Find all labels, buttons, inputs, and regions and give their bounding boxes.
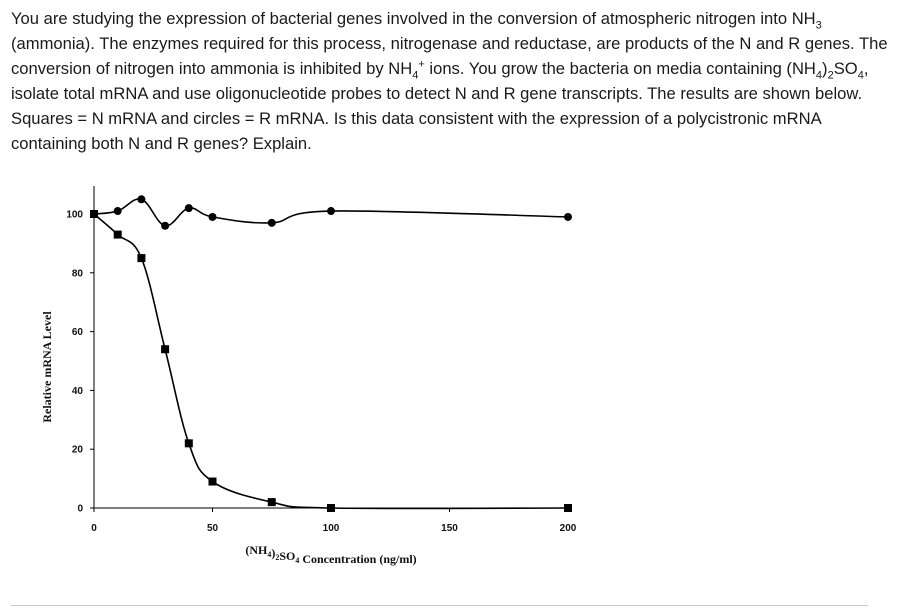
x-axis-label: (NH4)2SO4 Concentration (ng/ml) [245, 543, 416, 566]
n-mrna-square-point [208, 477, 217, 486]
n-mrna-square-point [137, 254, 146, 263]
chart-series [90, 195, 572, 512]
question-seg2: (ammonia). The enzymes required for this… [11, 34, 888, 78]
subscript-2: 2 [827, 69, 834, 82]
x-axis-label-subscript: 4 [295, 556, 299, 565]
x-tick-label: 0 [91, 523, 97, 534]
x-tick-label: 50 [207, 523, 219, 534]
x-axis-label-part: Concentration (ng/ml) [299, 552, 416, 566]
x-tick-label: 200 [560, 523, 577, 534]
r-mrna-circle-point [267, 218, 276, 227]
chart-labels: 0 20 40 60 80 100 0 50 100 150 200 Relative mRNA Le… [40, 210, 577, 567]
question-seg1: You are studying the expression of bacte… [11, 9, 816, 28]
n-mrna-square-point [184, 439, 193, 448]
n-mrna-series-line [93, 213, 569, 510]
x-tick-label: 100 [323, 523, 340, 534]
y-tick-label: 40 [72, 386, 84, 397]
r-mrna-circle-point [90, 210, 98, 218]
x-tick-label: 150 [441, 523, 458, 534]
n-mrna-square-point [161, 345, 170, 354]
question-text: You are studying the expression of bacte… [11, 6, 891, 156]
r-mrna-circle-point [208, 212, 217, 221]
subscript-4c: 4 [857, 69, 864, 82]
chart-container: 0 20 40 60 80 100 0 50 100 150 200 Relative mRNA Le… [0, 170, 912, 570]
mrna-chart: 0 20 40 60 80 100 0 50 100 150 200 Relative mRNA Le… [40, 186, 577, 567]
x-axis-label-part: ) [271, 546, 275, 560]
x-axis-label-part: SO [279, 549, 295, 563]
n-mrna-square-point [564, 504, 572, 512]
r-mrna-circle-point [327, 207, 335, 216]
n-mrna-square-point [113, 230, 122, 239]
r-mrna-circle-point [184, 204, 193, 213]
r-mrna-circle-point [564, 212, 572, 221]
r-mrna-series-line [93, 198, 569, 227]
y-tick-label: 0 [77, 504, 83, 515]
y-axis-label: Relative mRNA Level [40, 311, 54, 423]
x-axis-label-subscript: 2 [275, 553, 279, 562]
y-tick-label: 100 [66, 210, 83, 221]
y-tick-label: 60 [72, 327, 84, 338]
subscript-4b: 4 [815, 69, 823, 82]
r-mrna-circle-point [113, 207, 122, 216]
r-mrna-circle-point [137, 195, 146, 204]
subscript-4a: 4 [412, 69, 419, 82]
question-seg3: ions. You grow the bacteria on media con… [424, 59, 816, 78]
y-tick-label: 80 [72, 268, 84, 279]
question-seg4: ) [822, 59, 828, 78]
subscript-3: 3 [815, 19, 822, 32]
n-mrna-square-point [327, 504, 335, 512]
superscript-plus: + [418, 58, 425, 71]
n-mrna-square-point [267, 498, 276, 507]
question-seg5: SO [833, 59, 858, 78]
x-axis-label-part: (NH [245, 543, 268, 557]
y-tick-label: 20 [72, 445, 84, 456]
question-seg6: , isolate total mRNA and use oligonucleo… [11, 59, 869, 153]
divider-line [11, 605, 868, 606]
x-axis-label-subscript: 4 [267, 550, 271, 559]
r-mrna-circle-point [161, 221, 170, 230]
